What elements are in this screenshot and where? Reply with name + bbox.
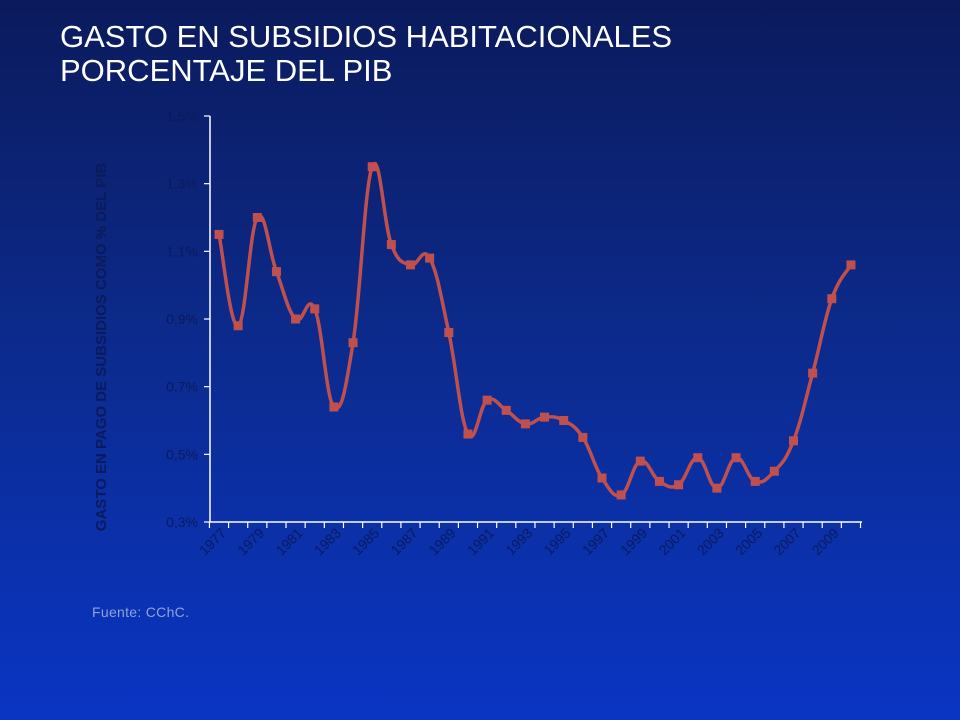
- x-tick-labels: 1977 1979 1981 1983 1985 1987 1989 1991 1993 1995…: [196, 525, 842, 558]
- data-point-marker: [386, 240, 396, 250]
- slide-title: GASTO EN SUBSIDIOS HABITACIONALES PORCEN…: [60, 20, 672, 88]
- x-tick-label: 1989: [426, 525, 459, 558]
- x-tick-label: 2001: [655, 525, 688, 558]
- y-tick-label: 0,5%: [166, 446, 198, 462]
- data-point-marker: [271, 267, 281, 277]
- x-tick-label: 1979: [234, 525, 267, 558]
- data-point-marker: [540, 412, 550, 422]
- x-tick-label: 1977: [196, 525, 229, 558]
- y-tick-label: 0,3%: [166, 514, 198, 530]
- y-tick-label: 0,7%: [166, 379, 198, 395]
- data-point-marker: [635, 456, 645, 466]
- y-tick-label: 1,3%: [166, 176, 198, 192]
- slide-title-line-2: PORCENTAJE DEL PIB: [60, 53, 393, 88]
- x-tick-label: 1985: [349, 525, 382, 558]
- x-tick-label: 1981: [272, 525, 305, 558]
- data-point-marker: [463, 429, 473, 439]
- data-point-marker: [769, 466, 779, 476]
- data-point-marker: [827, 294, 837, 304]
- data-point-marker: [348, 338, 358, 348]
- y-tick-labels: 0,3% 0,5% 0,7% 0,9% 1,1% 1,3% 1,5%: [166, 108, 198, 530]
- x-tick-label: 2005: [732, 525, 765, 558]
- data-point-marker: [252, 213, 262, 222]
- x-tick-label: 2007: [770, 525, 803, 558]
- data-point-marker: [425, 253, 435, 263]
- data-point-marker: [654, 476, 664, 486]
- chart-axes: [204, 115, 862, 528]
- x-tick-label: 1987: [387, 525, 420, 558]
- data-point-marker: [520, 419, 530, 429]
- data-point-marker: [731, 453, 741, 463]
- y-axis-label: GASTO EN PAGO DE SUBSIDIOS COMO % DEL PI…: [93, 163, 110, 532]
- data-point-marker: [808, 368, 818, 378]
- data-point-marker: [597, 473, 607, 483]
- x-tick-label: 1991: [464, 525, 497, 558]
- y-tick-label: 0,9%: [166, 311, 198, 327]
- data-point-marker: [214, 229, 224, 239]
- slide-title-line-1: GASTO EN SUBSIDIOS HABITACIONALES: [60, 19, 673, 54]
- data-point-marker: [444, 328, 454, 338]
- data-point-marker: [750, 476, 760, 486]
- x-tick-label: 1999: [617, 525, 650, 558]
- x-tick-label: 2009: [809, 525, 842, 558]
- data-point-marker: [310, 304, 320, 314]
- data-point-marker: [578, 432, 588, 442]
- data-point-marker: [291, 314, 301, 324]
- series-line: [217, 161, 853, 498]
- data-point-marker: [501, 405, 511, 415]
- x-tick-label: 1983: [311, 525, 344, 558]
- data-point-marker: [482, 395, 492, 405]
- data-point-marker: [693, 453, 703, 463]
- source-note: Fuente: CChC.: [92, 604, 190, 620]
- data-point-marker: [616, 490, 626, 500]
- data-point-marker: [329, 402, 339, 412]
- data-point-marker: [233, 321, 243, 331]
- x-tick-label: 2003: [694, 525, 727, 558]
- x-tick-label: 1993: [502, 525, 535, 558]
- data-point-marker: [406, 260, 415, 270]
- x-tick-label: 1995: [540, 525, 573, 558]
- data-point-marker: [789, 436, 798, 446]
- data-point-marker: [846, 260, 856, 270]
- data-point-marker: [559, 416, 569, 425]
- x-tick-label: 1997: [579, 525, 612, 558]
- y-tick-label: 1,5%: [166, 108, 198, 124]
- y-tick-label: 1,1%: [166, 243, 198, 259]
- series-layer: [214, 161, 856, 500]
- data-point-marker: [674, 480, 684, 490]
- data-point-marker: [367, 162, 377, 172]
- data-point-marker: [712, 483, 722, 493]
